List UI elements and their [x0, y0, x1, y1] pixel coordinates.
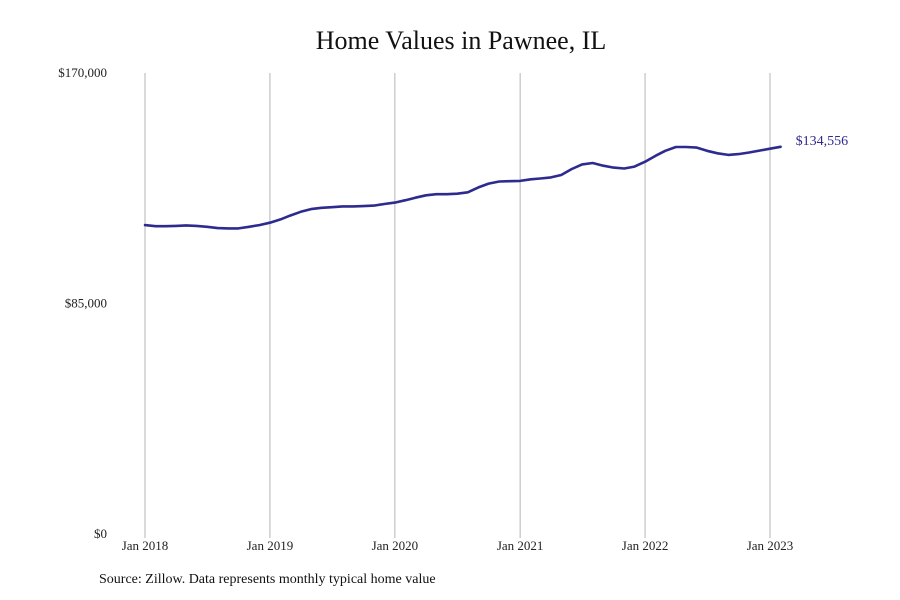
x-axis-ticks: Jan 2018 Jan 2019 Jan 2020 Jan 2021 Jan 2022… — [122, 538, 794, 553]
y-tick-label-1: $85,000 — [65, 296, 107, 311]
gridlines — [144, 73, 771, 538]
x-tick-label-5: Jan 2023 — [747, 538, 794, 553]
x-tick-label-1: Jan 2019 — [247, 538, 294, 553]
chart-title: Home Values in Pawnee, IL — [315, 26, 607, 55]
series-line — [143, 145, 782, 230]
x-tick-label-0: Jan 2018 — [122, 538, 169, 553]
source-note: Source: Zillow. Data represents monthly … — [99, 572, 436, 587]
y-tick-label-2: $170,000 — [58, 65, 107, 80]
y-axis-ticks: $0 $85,000 $170,000 — [58, 65, 107, 541]
x-tick-label-3: Jan 2021 — [497, 538, 544, 553]
y-tick-label-0: $0 — [94, 526, 107, 541]
x-tick-label-2: Jan 2020 — [372, 538, 419, 553]
end-value-label: $134,556 — [796, 134, 849, 149]
x-tick-label-4: Jan 2022 — [622, 538, 669, 553]
